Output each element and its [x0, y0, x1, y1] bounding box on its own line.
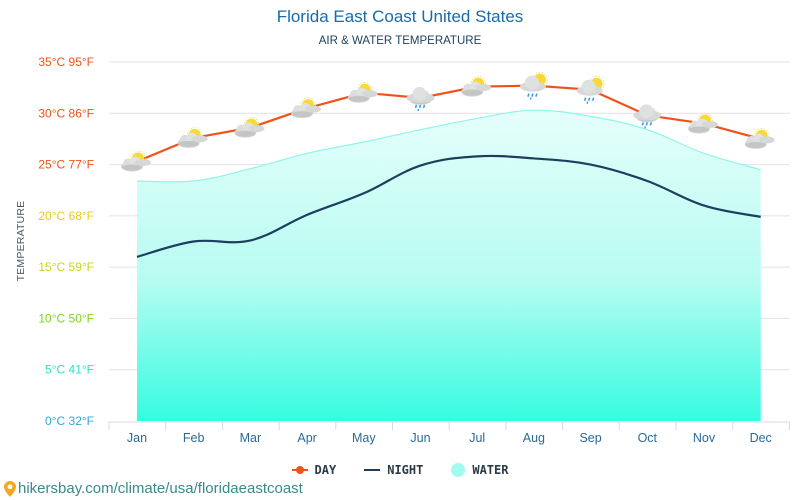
axis-layer: 35°C 95°F 30°C 86°F 25°C 77°F 20°C 68°F 15°C…: [38, 55, 790, 445]
legend-item-day[interactable]: DAY: [291, 463, 337, 477]
x-tick-label: Jun: [410, 431, 430, 445]
x-tick-label: Aug: [523, 431, 545, 445]
y-tick-label: 15°C 59°F: [38, 260, 94, 274]
x-tick-label: Dec: [750, 431, 772, 445]
location-pin-icon: [4, 480, 16, 497]
legend-water-label: WATER: [472, 463, 509, 477]
y-tick-label: 20°C 68°F: [38, 209, 94, 223]
weather-icon-partly-cloudy: [688, 112, 718, 134]
chart-title: Florida East Coast United States: [276, 7, 524, 26]
weather-icon-partly-cloudy: [744, 128, 775, 149]
x-tick-label: Nov: [693, 431, 716, 445]
weather-icon-rain-sun: [576, 75, 605, 105]
legend-night-label: NIGHT: [387, 463, 424, 477]
weather-icon-layer: [121, 71, 775, 172]
weather-icon-partly-cloudy: [234, 116, 265, 138]
y-tick-label: 5°C 41°F: [45, 363, 94, 377]
weather-icon-partly-cloudy: [347, 81, 378, 103]
y-tick-label: 10°C 50°F: [38, 311, 94, 325]
legend-day-label: DAY: [314, 463, 337, 477]
weather-icon-partly-cloudy: [291, 97, 322, 119]
y-tick-label: 25°C 77°F: [38, 158, 94, 172]
night-line: [136, 154, 761, 258]
x-tick-label: Sep: [579, 431, 601, 445]
y-tick-label: 35°C 95°F: [38, 55, 94, 69]
chart-subtitle: AIR & WATER TEMPERATURE: [318, 35, 482, 47]
water-line: [136, 109, 761, 183]
x-tick-label: Apr: [297, 431, 316, 445]
weather-icon-partly-cloudy: [461, 75, 492, 97]
x-tick-label: Mar: [240, 431, 262, 445]
x-tick-label: Feb: [183, 431, 205, 445]
legend: DAY NIGHT WATER: [0, 463, 800, 477]
weather-icon-partly-cloudy: [177, 127, 208, 148]
y-tick-label: 30°C 86°F: [38, 106, 94, 120]
weather-icon-rain: [406, 86, 435, 112]
y-tick-label: 0°C 32°F: [45, 414, 94, 428]
night-line-layer: [136, 154, 761, 258]
day-line-marker-icon: [291, 466, 308, 474]
weather-icon-partly-cloudy: [121, 150, 151, 172]
source-link[interactable]: hikersbay.com/climate/usa/floridaeastcoa…: [4, 480, 303, 497]
water-area-layer: [136, 109, 761, 422]
weather-icon-rain-sun: [519, 71, 548, 101]
x-tick-label: Jul: [469, 431, 485, 445]
night-line-icon: [364, 469, 381, 471]
source-url[interactable]: hikersbay.com/climate/usa/floridaeastcoa…: [18, 480, 303, 497]
x-tick-label: May: [352, 431, 376, 445]
x-tick-label: Jan: [127, 431, 147, 445]
weather-icon-rain: [633, 104, 662, 130]
x-tick-label: Oct: [638, 431, 658, 445]
legend-item-water[interactable]: WATER: [451, 463, 508, 477]
water-circle-icon: [451, 463, 466, 477]
water-area: [137, 110, 761, 422]
legend-item-night[interactable]: NIGHT: [364, 463, 423, 477]
